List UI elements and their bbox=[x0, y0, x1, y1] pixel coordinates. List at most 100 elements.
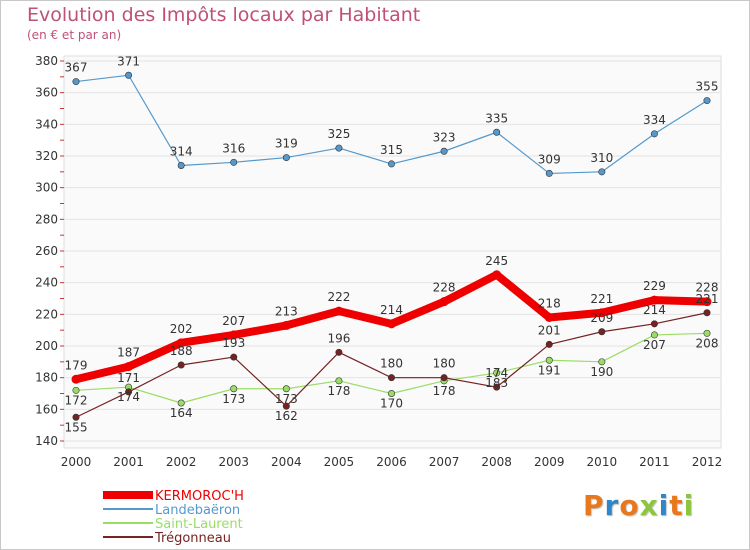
data-point-2-3 bbox=[230, 385, 238, 393]
data-label-1-0: 367 bbox=[65, 61, 88, 75]
y-tick-label-320: 320 bbox=[35, 149, 58, 163]
x-tick-label-2001: 2001 bbox=[113, 455, 144, 469]
data-label-1-1: 371 bbox=[117, 54, 140, 68]
data-label-0-11: 229 bbox=[643, 279, 666, 293]
y-tick-label-260: 260 bbox=[35, 244, 58, 258]
y-tick-label-300: 300 bbox=[35, 181, 58, 195]
y-tick-label-200: 200 bbox=[35, 339, 58, 353]
data-label-1-5: 325 bbox=[327, 127, 350, 141]
data-point-1-4 bbox=[282, 154, 290, 162]
y-tick-label-380: 380 bbox=[35, 54, 58, 68]
data-label-1-9: 309 bbox=[538, 152, 561, 166]
data-label-0-7: 228 bbox=[433, 281, 456, 295]
data-point-0-1 bbox=[124, 362, 134, 372]
x-tick-label-2011: 2011 bbox=[639, 455, 670, 469]
data-label-2-8: 183 bbox=[485, 376, 508, 390]
data-label-2-1: 174 bbox=[117, 390, 140, 404]
data-point-0-5 bbox=[334, 306, 344, 316]
data-point-3-6 bbox=[387, 374, 395, 382]
data-label-0-8: 245 bbox=[485, 254, 508, 268]
x-tick-label-2008: 2008 bbox=[481, 455, 512, 469]
legend-label-3: Trégonneau bbox=[154, 531, 231, 546]
data-point-2-2 bbox=[177, 399, 185, 407]
data-label-0-6: 214 bbox=[380, 303, 403, 317]
x-tick-label-2004: 2004 bbox=[271, 455, 302, 469]
data-point-1-11 bbox=[650, 130, 658, 138]
data-label-1-2: 314 bbox=[170, 145, 193, 159]
data-point-1-8 bbox=[493, 128, 501, 136]
data-point-2-12 bbox=[703, 329, 711, 337]
y-tick-label-240: 240 bbox=[35, 276, 58, 290]
data-label-0-5: 222 bbox=[327, 290, 350, 304]
data-point-1-6 bbox=[387, 160, 395, 168]
data-point-2-6 bbox=[387, 389, 395, 397]
y-tick-label-340: 340 bbox=[35, 117, 58, 131]
data-point-1-10 bbox=[598, 168, 606, 176]
data-label-3-1: 171 bbox=[117, 371, 140, 385]
data-point-0-11 bbox=[649, 295, 659, 305]
data-point-2-4 bbox=[282, 385, 290, 393]
chart-subtitle: (en € et par an) bbox=[27, 28, 122, 42]
x-tick-label-2010: 2010 bbox=[587, 455, 618, 469]
x-tick-label-2006: 2006 bbox=[376, 455, 407, 469]
x-tick-label-2005: 2005 bbox=[324, 455, 355, 469]
data-point-2-5 bbox=[335, 377, 343, 385]
data-point-1-9 bbox=[545, 169, 553, 177]
plot-area bbox=[63, 55, 722, 449]
data-point-3-5 bbox=[335, 348, 343, 356]
chart-title: Evolution des Impôts locaux par Habitant bbox=[27, 4, 421, 26]
data-label-2-6: 170 bbox=[380, 397, 403, 411]
data-point-2-8 bbox=[493, 369, 501, 377]
data-point-2-0 bbox=[72, 386, 80, 394]
data-label-0-3: 207 bbox=[222, 314, 245, 328]
y-tick-label-360: 360 bbox=[35, 86, 58, 100]
data-label-1-10: 310 bbox=[590, 151, 613, 165]
data-point-0-12 bbox=[702, 297, 712, 307]
data-label-2-2: 164 bbox=[170, 406, 193, 420]
y-tick-label-160: 160 bbox=[35, 402, 58, 416]
data-label-3-9: 201 bbox=[538, 323, 561, 337]
data-point-1-7 bbox=[440, 147, 448, 155]
y-tick-label-180: 180 bbox=[35, 371, 58, 385]
data-label-1-3: 316 bbox=[222, 141, 245, 155]
data-label-1-11: 334 bbox=[643, 113, 666, 127]
data-point-3-7 bbox=[440, 374, 448, 382]
data-label-3-4: 162 bbox=[275, 409, 298, 423]
data-label-1-4: 319 bbox=[275, 137, 298, 151]
data-label-2-7: 178 bbox=[433, 384, 456, 398]
data-point-3-9 bbox=[545, 340, 553, 348]
data-label-2-4: 173 bbox=[275, 392, 298, 406]
y-tick-label-220: 220 bbox=[35, 307, 58, 321]
data-point-0-0 bbox=[71, 374, 81, 384]
data-point-2-10 bbox=[598, 358, 606, 366]
data-label-1-7: 323 bbox=[433, 130, 456, 144]
data-point-0-4 bbox=[281, 320, 291, 330]
data-point-1-12 bbox=[703, 97, 711, 105]
data-label-0-12: 228 bbox=[696, 281, 719, 295]
data-label-3-0: 155 bbox=[65, 420, 88, 434]
legend-label-0: KERMOROC'H bbox=[155, 489, 244, 504]
data-point-3-10 bbox=[598, 328, 606, 336]
data-label-1-8: 335 bbox=[485, 111, 508, 125]
data-point-1-3 bbox=[230, 158, 238, 166]
data-point-0-6 bbox=[387, 319, 396, 329]
data-point-0-10 bbox=[597, 308, 607, 318]
data-point-3-4 bbox=[282, 402, 290, 410]
data-label-3-7: 180 bbox=[433, 357, 456, 371]
data-label-2-3: 173 bbox=[222, 392, 245, 406]
data-point-0-2 bbox=[176, 338, 186, 348]
y-tick-label-140: 140 bbox=[35, 434, 58, 448]
data-point-1-2 bbox=[177, 162, 185, 170]
data-point-1-5 bbox=[335, 144, 343, 152]
x-tick-label-2007: 2007 bbox=[429, 455, 460, 469]
data-label-3-11: 214 bbox=[643, 303, 666, 317]
data-point-0-9 bbox=[544, 313, 554, 322]
data-point-1-1 bbox=[125, 71, 133, 79]
data-label-3-2: 188 bbox=[170, 344, 193, 358]
data-point-2-9 bbox=[545, 356, 553, 364]
data-point-0-8 bbox=[492, 270, 502, 280]
data-label-3-12: 221 bbox=[696, 292, 719, 306]
data-label-2-11: 207 bbox=[643, 338, 666, 352]
data-point-3-1 bbox=[125, 388, 133, 396]
